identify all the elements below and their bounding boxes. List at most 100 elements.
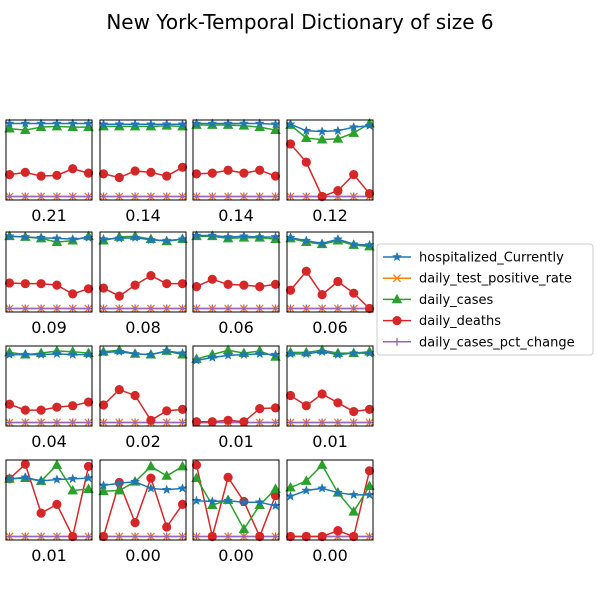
data-point	[145, 118, 156, 129]
data-point	[207, 230, 218, 240]
series-daily-deaths	[191, 165, 281, 181]
data-point	[364, 466, 375, 476]
data-point	[177, 460, 188, 471]
data-point	[270, 171, 281, 181]
data-point	[131, 532, 140, 541]
data-point	[332, 487, 343, 498]
subplot-12: 0.01	[285, 344, 375, 451]
data-point	[207, 274, 217, 284]
subplot-13: 0.01	[4, 459, 94, 565]
series-daily-cases-pct-change	[5, 304, 93, 313]
series-daily-cases-pct-change	[5, 532, 93, 541]
data-point	[239, 417, 249, 427]
data-point	[223, 415, 233, 425]
legend-label: daily_cases	[419, 293, 494, 308]
data-point	[332, 125, 343, 136]
data-point	[191, 281, 202, 292]
subplot-frame	[192, 119, 280, 201]
series-line	[290, 393, 370, 413]
data-point	[131, 304, 140, 313]
data-point	[238, 523, 250, 534]
subplot-frame	[99, 459, 187, 541]
data-point	[285, 390, 296, 401]
subplot-frame	[5, 459, 93, 541]
subplot-10: 0.02	[98, 344, 188, 451]
data-point	[36, 279, 46, 289]
data-point	[254, 231, 265, 242]
data-point	[191, 169, 202, 179]
data-point	[316, 133, 328, 144]
data-point	[302, 192, 311, 201]
subplot-label: 0.09	[31, 318, 67, 337]
data-point	[223, 118, 234, 128]
data-point	[162, 192, 171, 201]
data-point	[177, 404, 188, 414]
data-point	[254, 118, 265, 128]
series-line	[9, 353, 89, 356]
legend-frame	[376, 243, 594, 356]
subplot-label: 0.06	[218, 318, 254, 337]
subplot-label: 0.12	[312, 206, 348, 225]
data-point	[238, 349, 249, 359]
series-daily-cases	[191, 119, 281, 134]
data-point	[238, 118, 249, 128]
series-daily-cases-pct-change	[99, 304, 187, 313]
subplot-9: 0.04	[4, 345, 94, 451]
data-point	[223, 279, 233, 290]
data-point	[364, 404, 375, 414]
data-point	[37, 418, 46, 427]
data-point	[114, 172, 124, 183]
data-point	[301, 266, 311, 276]
series-daily-deaths	[191, 403, 281, 427]
data-point	[130, 232, 141, 242]
data-point	[37, 192, 46, 201]
data-point	[21, 532, 30, 541]
subplot-frame	[286, 459, 374, 541]
data-point	[52, 418, 61, 427]
data-point	[271, 192, 280, 201]
data-point	[318, 418, 327, 427]
data-point	[131, 418, 140, 427]
data-point	[348, 121, 359, 132]
data-point	[20, 124, 31, 134]
data-point	[162, 418, 171, 427]
subplot-label: 0.01	[312, 432, 348, 451]
data-point	[162, 304, 171, 313]
data-point	[178, 418, 187, 427]
series-hospitalized-currently	[191, 348, 281, 365]
data-point	[207, 531, 217, 542]
data-point	[192, 192, 201, 201]
data-point	[286, 418, 295, 427]
data-point	[83, 461, 94, 472]
data-point	[238, 496, 249, 507]
legend-label: daily_test_positive_rate	[419, 272, 572, 287]
data-point	[255, 531, 265, 542]
data-point	[239, 168, 249, 178]
series-daily-cases-pct-change	[192, 192, 280, 201]
data-point	[301, 531, 311, 542]
data-point	[224, 192, 233, 201]
data-point	[68, 401, 78, 411]
series-daily-cases-pct-change	[192, 532, 280, 541]
data-point	[364, 303, 375, 314]
data-point	[84, 304, 93, 313]
data-point	[114, 233, 125, 243]
data-point	[146, 415, 156, 425]
subplot-label: 0.00	[218, 546, 254, 565]
data-point	[318, 304, 327, 313]
data-point	[238, 230, 249, 241]
data-point	[145, 349, 156, 359]
data-point	[333, 526, 343, 536]
subplot-label: 0.00	[312, 546, 348, 565]
subplot-label: 0.02	[125, 432, 161, 451]
series-daily-cases	[4, 345, 94, 359]
data-point	[68, 289, 78, 299]
data-point	[5, 418, 14, 427]
series-daily-deaths	[191, 274, 281, 292]
data-point	[36, 349, 47, 359]
legend-marker	[391, 251, 403, 262]
data-point	[317, 346, 328, 356]
series-daily-deaths	[4, 164, 94, 181]
subplot-label: 0.14	[218, 206, 254, 225]
data-point	[271, 532, 280, 541]
